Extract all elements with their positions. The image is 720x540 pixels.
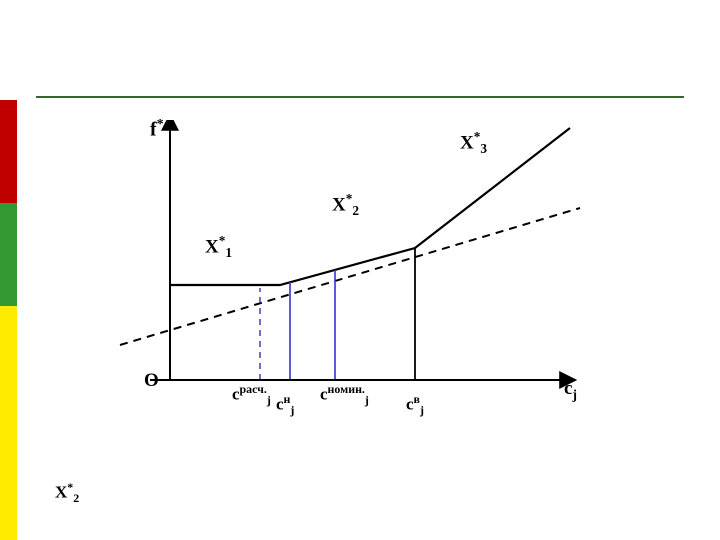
label-sub: 3 <box>480 141 487 156</box>
drop-lines <box>260 248 415 380</box>
label-sub: 2 <box>352 203 359 218</box>
label-c-v: cвj <box>406 392 424 418</box>
label-sub: j <box>365 393 369 407</box>
stripe-red <box>0 100 17 203</box>
label-base: c <box>406 395 414 414</box>
label-sup: номин. <box>328 382 365 396</box>
sidebar-stripes <box>0 100 17 540</box>
label-base: X <box>205 236 219 257</box>
label-base: f <box>150 119 157 141</box>
chart-svg <box>110 120 590 420</box>
footnote-base: X <box>55 483 67 502</box>
label-sub: j <box>420 403 424 417</box>
label-origin: O <box>144 370 159 392</box>
label-base: c <box>276 395 284 414</box>
label-sub: j <box>267 393 271 407</box>
stripe-green <box>0 203 17 306</box>
header-divider <box>36 96 684 98</box>
label-sub: j <box>572 387 576 402</box>
label-y-axis: f* <box>150 117 164 142</box>
footnote-sub: 2 <box>73 491 79 505</box>
label-x2: X*2 <box>332 191 359 219</box>
label-x3: X*3 <box>460 129 487 157</box>
label-c-rasch: cрасч.j <box>232 382 271 408</box>
slide: O f* cj X*1 X*2 X*3 cрасч.j cнj cномин.j… <box>0 0 720 540</box>
label-sub: 1 <box>225 245 232 260</box>
chart-area: O f* cj X*1 X*2 X*3 cрасч.j cнj cномин.j… <box>110 120 590 420</box>
label-x1: X*1 <box>205 233 232 261</box>
label-base: c <box>232 385 240 404</box>
label-base: X <box>460 132 474 153</box>
label-base: c <box>320 385 328 404</box>
dashed-trend-line <box>120 208 580 345</box>
label-c-n: cнj <box>276 392 294 418</box>
label-base: X <box>332 194 346 215</box>
label-base: O <box>144 370 159 391</box>
label-c-nomin: cномин.j <box>320 382 369 408</box>
piecewise-line <box>170 128 570 285</box>
label-sup: * <box>157 117 164 132</box>
label-sup: расч. <box>240 382 267 396</box>
label-x-axis: cj <box>564 378 577 403</box>
stripe-yellow <box>0 306 17 540</box>
label-sub: j <box>290 403 294 417</box>
footnote-x2: X*2 <box>55 480 79 506</box>
